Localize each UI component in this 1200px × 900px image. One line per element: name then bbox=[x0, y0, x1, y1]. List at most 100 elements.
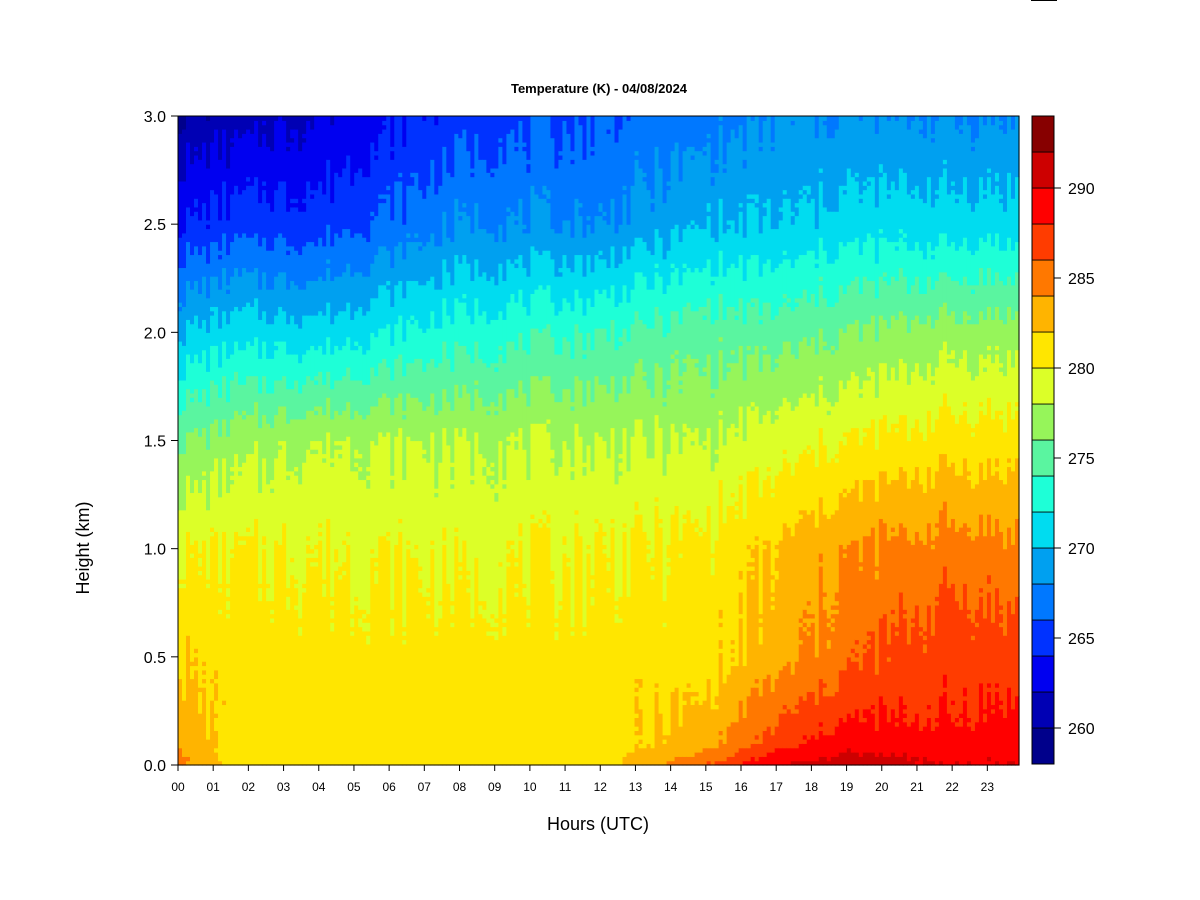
heatmap-cell bbox=[862, 180, 868, 186]
heatmap-cell bbox=[774, 548, 780, 558]
heatmap-cell bbox=[866, 643, 872, 649]
heatmap-cell bbox=[770, 600, 776, 606]
heatmap-cell bbox=[510, 293, 515, 342]
heatmap-cell bbox=[926, 362, 932, 411]
heatmap-cell bbox=[522, 583, 528, 589]
heatmap-cell bbox=[782, 116, 788, 191]
heatmap-cell bbox=[782, 250, 788, 256]
heatmap-cell bbox=[906, 643, 912, 727]
heatmap-cell bbox=[702, 371, 708, 377]
heatmap-cell bbox=[590, 470, 596, 576]
heatmap-cell bbox=[894, 120, 900, 191]
heatmap-cell bbox=[642, 747, 648, 766]
heatmap-cell bbox=[978, 310, 984, 355]
heatmap-cell bbox=[678, 392, 684, 455]
heatmap-cell bbox=[262, 414, 267, 459]
heatmap-cell bbox=[210, 423, 215, 472]
heatmap-cell bbox=[530, 185, 536, 247]
heatmap-cell bbox=[918, 431, 924, 485]
heatmap-cell bbox=[402, 414, 407, 420]
heatmap-cell bbox=[662, 401, 668, 407]
heatmap-cell bbox=[186, 760, 191, 766]
heatmap-cell bbox=[606, 267, 612, 299]
heatmap-cell bbox=[446, 315, 451, 359]
heatmap-cell bbox=[274, 345, 279, 351]
heatmap-cell bbox=[514, 397, 519, 437]
heatmap-cell bbox=[826, 462, 832, 519]
heatmap-cell bbox=[482, 617, 487, 766]
heatmap-cell bbox=[430, 116, 435, 160]
heatmap-cell bbox=[710, 284, 716, 325]
heatmap-cell bbox=[726, 674, 732, 727]
heatmap-cell bbox=[190, 163, 195, 217]
x-tick-label: 17 bbox=[770, 780, 784, 794]
heatmap-cell bbox=[586, 544, 592, 550]
heatmap-cell bbox=[270, 427, 275, 481]
heatmap-cell bbox=[498, 224, 503, 264]
heatmap-cell bbox=[494, 362, 499, 368]
heatmap-cell bbox=[634, 743, 640, 766]
heatmap-cell bbox=[634, 237, 640, 273]
heatmap-cell bbox=[794, 302, 800, 307]
heatmap-cell bbox=[338, 457, 343, 567]
heatmap-cell bbox=[202, 674, 207, 680]
heatmap-cell bbox=[982, 617, 988, 710]
heatmap-cell bbox=[902, 617, 908, 706]
heatmap-cell bbox=[774, 570, 780, 580]
heatmap-cell bbox=[690, 358, 696, 433]
heatmap-cell bbox=[706, 353, 712, 429]
heatmap-cell bbox=[966, 323, 972, 372]
heatmap-cell bbox=[750, 756, 756, 766]
heatmap-cell bbox=[402, 630, 407, 636]
heatmap-cell bbox=[806, 302, 812, 346]
heatmap-cell bbox=[230, 418, 235, 468]
heatmap-cell bbox=[294, 475, 299, 580]
heatmap-cell bbox=[830, 622, 836, 628]
heatmap-cell bbox=[754, 206, 760, 256]
heatmap-cell bbox=[882, 414, 888, 472]
heatmap-cell bbox=[1015, 241, 1020, 273]
heatmap-cell bbox=[734, 232, 740, 269]
heatmap-cell bbox=[562, 219, 568, 256]
heatmap-cell bbox=[374, 254, 379, 299]
heatmap-cell bbox=[238, 237, 243, 277]
heatmap-cell bbox=[990, 319, 996, 364]
y-tick-label: 0.0 bbox=[144, 758, 166, 775]
heatmap-cell bbox=[626, 224, 632, 260]
heatmap-cell bbox=[914, 756, 920, 762]
heatmap-cell bbox=[682, 522, 688, 693]
heatmap-cell bbox=[910, 319, 916, 372]
heatmap-cell bbox=[258, 245, 263, 290]
heatmap-cell bbox=[778, 206, 784, 212]
heatmap-cell bbox=[998, 128, 1004, 195]
heatmap-cell bbox=[194, 116, 199, 147]
heatmap-cell bbox=[670, 116, 676, 152]
heatmap-cell bbox=[818, 721, 824, 727]
colorbar-swatch bbox=[1031, 151, 1055, 189]
heatmap-cell bbox=[742, 237, 748, 282]
heatmap-cell bbox=[194, 665, 199, 671]
colorbar-tick-label: 275 bbox=[1068, 451, 1095, 468]
heatmap-cell bbox=[470, 479, 475, 485]
heatmap-cell bbox=[950, 189, 956, 243]
heatmap-cell bbox=[686, 691, 692, 757]
heatmap-cell bbox=[234, 531, 239, 766]
heatmap-cell bbox=[690, 756, 696, 766]
heatmap-cell bbox=[722, 444, 728, 524]
heatmap-cell bbox=[1015, 116, 1020, 178]
heatmap-cell bbox=[862, 185, 868, 191]
heatmap-cell bbox=[726, 366, 732, 372]
heatmap-cell bbox=[970, 289, 976, 294]
heatmap-cell bbox=[898, 167, 904, 230]
heatmap-cell bbox=[966, 721, 972, 727]
heatmap-cell bbox=[878, 176, 884, 230]
heatmap-cell bbox=[270, 250, 275, 290]
heatmap-cell bbox=[798, 453, 804, 511]
heatmap-cell bbox=[510, 340, 515, 390]
heatmap-cell bbox=[778, 263, 784, 307]
heatmap-cell bbox=[974, 626, 980, 723]
heatmap-cell bbox=[754, 739, 760, 744]
heatmap-cell bbox=[842, 189, 848, 195]
heatmap-cell bbox=[718, 293, 724, 338]
heatmap-cell bbox=[734, 427, 740, 433]
